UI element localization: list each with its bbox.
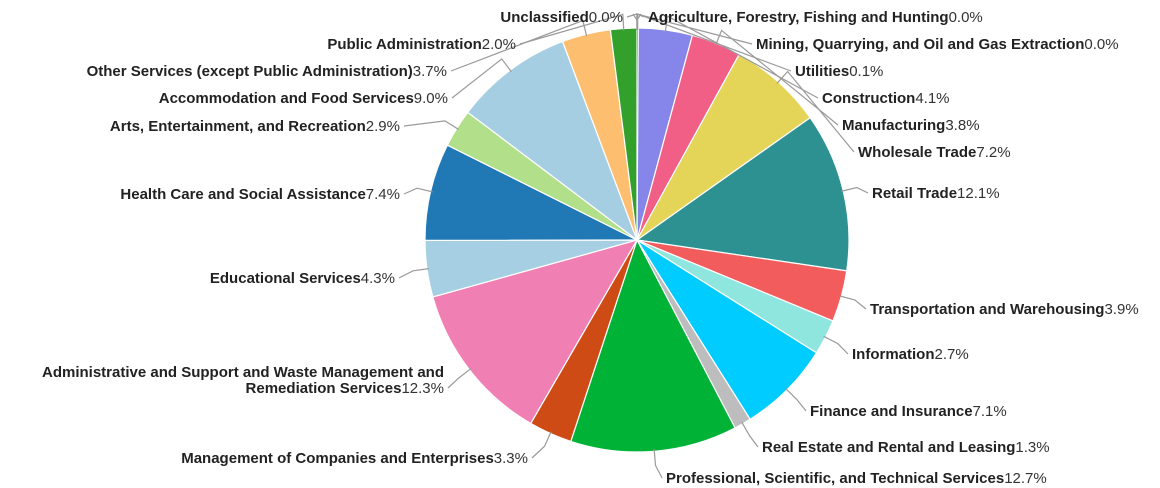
slice-label-name: Other Services (except Public Administra… xyxy=(87,63,413,80)
slice-label-information: Information2.7% xyxy=(852,346,969,363)
leader-line-information xyxy=(823,335,849,355)
slice-label-name: Transportation and Warehousing xyxy=(870,301,1104,318)
slice-label-name: Management of Companies and Enterprises xyxy=(181,450,494,467)
slice-label-name: Educational Services xyxy=(210,270,361,287)
pie-slices xyxy=(424,27,850,453)
leader-line-retail-trade xyxy=(841,186,869,194)
leader-line-health-care-and-social-assistance xyxy=(403,187,433,195)
slice-label-percent: 7.1% xyxy=(973,403,1007,420)
slice-label-percent: 12.7% xyxy=(1004,470,1047,487)
slice-label-name: Information xyxy=(852,346,935,363)
slice-label-name: Retail Trade xyxy=(872,185,957,202)
leader-line-finance-and-insurance xyxy=(785,387,807,412)
leader-line-wholesale-trade xyxy=(776,70,855,153)
slice-label-percent: 3.7% xyxy=(413,63,447,80)
leader-line-unclassified xyxy=(626,13,638,30)
slice-label-percent: 12.3% xyxy=(401,380,444,397)
slice-label-arts-entertainment-and-recreation: Arts, Entertainment, and Recreation2.9% xyxy=(110,118,400,135)
slice-label-percent: 12.1% xyxy=(957,185,1000,202)
leader-line-manufacturing xyxy=(715,29,839,126)
slice-label-percent: 0.0% xyxy=(589,9,623,26)
slice-label-name: Remediation Services xyxy=(246,380,402,397)
leader-line-transportation-and-warehousing xyxy=(839,295,867,310)
slice-label-public-administration: Public Administration2.0% xyxy=(327,36,516,53)
slice-label-name: Arts, Entertainment, and Recreation xyxy=(110,118,366,135)
slice-label-percent: 2.9% xyxy=(366,118,400,135)
slice-label-name: Wholesale Trade xyxy=(858,144,976,161)
slice-label-mining-quarrying-and-oil-and-gas-extraction: Mining, Quarrying, and Oil and Gas Extra… xyxy=(756,36,1119,53)
slice-label-wholesale-trade: Wholesale Trade7.2% xyxy=(858,144,1011,161)
slice-label-name: Finance and Insurance xyxy=(810,403,973,420)
slice-label-health-care-and-social-assistance: Health Care and Social Assistance7.4% xyxy=(120,186,400,203)
slice-label-name: Agriculture, Forestry, Fishing and Hunti… xyxy=(648,9,949,26)
slice-label-administrative-and-support-and-waste-management-and-remediation-services: Administrative and Support and Waste Man… xyxy=(42,364,444,397)
slice-label-name: Administrative and Support and Waste Man… xyxy=(42,364,444,381)
slice-label-name: Accommodation and Food Services xyxy=(159,90,414,107)
leader-lines xyxy=(398,13,869,479)
slice-label-percent: 4.3% xyxy=(361,270,395,287)
slice-label-percent: 4.1% xyxy=(915,90,949,107)
slice-label-percent: 2.0% xyxy=(482,36,516,53)
slice-label-agriculture-forestry-fishing-and-hunting: Agriculture, Forestry, Fishing and Hunti… xyxy=(648,9,983,26)
top-seam-tick xyxy=(632,13,642,22)
slice-label-name: Public Administration xyxy=(327,36,481,53)
slice-label-accommodation-and-food-services: Accommodation and Food Services9.0% xyxy=(159,90,448,107)
slice-label-transportation-and-warehousing: Transportation and Warehousing3.9% xyxy=(870,301,1139,318)
slice-label-management-of-companies-and-enterprises: Management of Companies and Enterprises3… xyxy=(181,450,528,467)
slice-label-name: Health Care and Social Assistance xyxy=(120,186,365,203)
slice-label-name: Real Estate and Rental and Leasing xyxy=(762,439,1015,456)
leader-line-real-estate-and-rental-and-leasing xyxy=(741,421,759,448)
leader-line-management-of-companies-and-enterprises xyxy=(531,431,552,459)
slice-label-percent: 9.0% xyxy=(414,90,448,107)
slice-label-name: Mining, Quarrying, and Oil and Gas Extra… xyxy=(756,36,1084,53)
slice-label-percent: 3.9% xyxy=(1104,301,1138,318)
leader-line-administrative-and-support-and-waste-management-and-remediation-services xyxy=(447,368,472,389)
slice-label-percent: 2.7% xyxy=(935,346,969,363)
slice-label-finance-and-insurance: Finance and Insurance7.1% xyxy=(810,403,1007,420)
leader-line-utilities xyxy=(637,13,792,72)
slice-label-construction: Construction4.1% xyxy=(822,90,950,107)
slice-label-professional-scientific-and-technical-services: Professional, Scientific, and Technical … xyxy=(666,470,1047,487)
slice-label-other-services-except-public-administration: Other Services (except Public Administra… xyxy=(87,63,447,80)
slice-label-name: Unclassified xyxy=(500,9,588,26)
slice-labels: Agriculture, Forestry, Fishing and Hunti… xyxy=(42,9,1139,487)
slice-label-percent: 1.3% xyxy=(1015,439,1049,456)
slice-label-name: Construction xyxy=(822,90,915,107)
leader-line-professional-scientific-and-technical-services xyxy=(653,449,663,479)
leader-line-public-administration xyxy=(519,13,625,45)
leader-line-accommodation-and-food-services xyxy=(451,58,512,99)
slice-label-percent: 0.0% xyxy=(1084,36,1118,53)
slice-label-unclassified: Unclassified0.0% xyxy=(500,9,623,26)
slice-label-retail-trade: Retail Trade12.1% xyxy=(872,185,1000,202)
slice-label-name: Utilities xyxy=(795,63,849,80)
slice-label-percent: 3.8% xyxy=(945,117,979,134)
leader-line-arts-entertainment-and-recreation xyxy=(403,120,459,130)
slice-label-manufacturing: Manufacturing3.8% xyxy=(842,117,980,134)
slice-label-name: Manufacturing xyxy=(842,117,945,134)
leader-line-construction xyxy=(664,15,819,99)
slice-label-percent: 7.4% xyxy=(366,186,400,203)
slice-label-percent: 3.3% xyxy=(494,450,528,467)
leader-line-educational-services xyxy=(398,268,430,279)
slice-label-percent: 0.1% xyxy=(849,63,883,80)
slice-label-real-estate-and-rental-and-leasing: Real Estate and Rental and Leasing1.3% xyxy=(762,439,1050,456)
slice-label-educational-services: Educational Services4.3% xyxy=(210,270,395,287)
slice-label-name: Professional, Scientific, and Technical … xyxy=(666,470,1004,487)
slice-label-percent: 0.0% xyxy=(949,9,983,26)
slice-label-utilities: Utilities0.1% xyxy=(795,63,883,80)
slice-label-percent: 7.2% xyxy=(976,144,1010,161)
leader-line-other-services-except-public-administration xyxy=(450,19,588,72)
